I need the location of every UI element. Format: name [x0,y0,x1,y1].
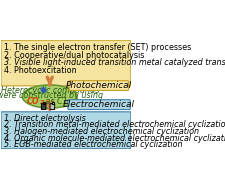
Text: CO: CO [27,97,39,106]
Text: Electrochemical: Electrochemical [63,100,135,109]
Text: 2. Transition metal-mediated electrochemical cyclization: 2. Transition metal-mediated electrochem… [4,120,225,129]
Text: 1. The single electron transfer (SET) processes: 1. The single electron transfer (SET) pr… [4,43,190,52]
Text: 1. Direct electrolysis: 1. Direct electrolysis [4,114,85,123]
FancyBboxPatch shape [41,104,46,109]
Text: 5. EGB-mediated electrochemical cyclization: 5. EGB-mediated electrochemical cyclizat… [4,140,181,149]
Bar [43,102,45,104]
Text: 4. Photoexcitation: 4. Photoexcitation [4,66,76,75]
Text: 3. Halogen-mediated electrochemical cyclization: 3. Halogen-mediated electrochemical cycl… [4,127,198,136]
Text: 3. Visible light-induced transition metal catalyzed transformations: 3. Visible light-induced transition meta… [4,58,225,67]
Text: 2: 2 [40,100,44,105]
Ellipse shape [22,85,77,108]
FancyBboxPatch shape [1,40,130,86]
Text: Photochemical: Photochemical [65,81,131,90]
FancyBboxPatch shape [50,104,54,109]
Text: 2. Cooperative/dual photocatalysis: 2. Cooperative/dual photocatalysis [4,51,143,60]
Text: 4. Organic molecule-mediated electrochemical cyclization: 4. Organic molecule-mediated electrochem… [4,134,225,143]
Bar [52,102,54,104]
FancyBboxPatch shape [68,100,130,109]
FancyBboxPatch shape [69,81,128,91]
FancyBboxPatch shape [1,112,130,149]
Text: as C1 source: as C1 source [43,97,96,106]
Text: were constructed by using: were constructed by using [0,91,102,100]
Text: Heterocyclic compounds: Heterocyclic compounds [1,86,99,95]
Text: ✸: ✸ [38,86,47,96]
